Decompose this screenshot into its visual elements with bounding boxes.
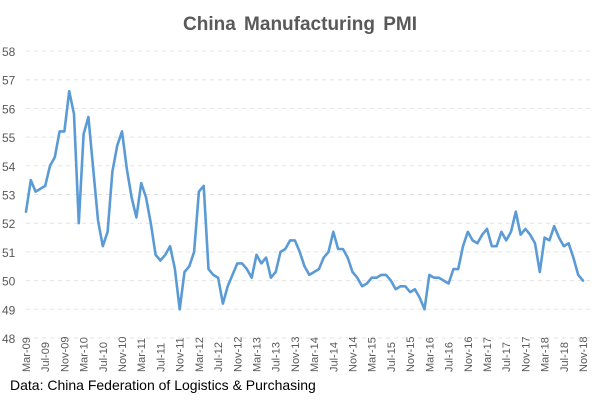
pmi-series-line	[24, 89, 585, 311]
x-tick-label: Jul-11	[155, 343, 167, 372]
y-tick-label: 58	[2, 45, 16, 59]
x-tick-label: Jul-09	[40, 342, 52, 372]
x-tick-label: Mar-10	[79, 337, 91, 372]
y-tick-label: 48	[2, 332, 16, 346]
x-tick-label: Jul-17	[501, 342, 513, 372]
x-tick-label: Mar-11	[136, 338, 148, 372]
y-tick-label: 54	[2, 160, 16, 174]
x-tick-label: Nov-14	[348, 337, 360, 372]
x-tick-label: Nov-15	[405, 337, 417, 372]
x-tick-label: Nov-16	[463, 337, 475, 372]
x-tick-label: Mar-09	[21, 337, 33, 372]
x-tick-label: Mar-18	[540, 337, 552, 372]
chart-title: China Manufacturing PMI	[183, 14, 417, 35]
x-tick-label: Nov-18	[578, 337, 590, 372]
x-tick-label: Jul-15	[386, 342, 398, 372]
x-tick-label: Jul-18	[559, 342, 571, 372]
x-tick-label: Mar-15	[367, 337, 379, 372]
x-tick-label: Nov-13	[290, 337, 302, 372]
y-tick-label: 53	[2, 189, 16, 203]
y-tick-label: 51	[2, 246, 16, 260]
x-tick-label: Nov-11	[175, 337, 187, 372]
x-tick-label: Nov-09	[59, 337, 71, 372]
x-tick-label: Jul-14	[328, 342, 340, 372]
y-tick-label: 52	[2, 217, 16, 231]
x-tick-label: Mar-14	[309, 337, 321, 372]
x-tick-label: Jul-12	[213, 342, 225, 372]
source-note: Data: China Federation of Logistics & Pu…	[10, 377, 316, 393]
x-tick-label: Nov-12	[232, 337, 244, 372]
y-tick-label: 50	[2, 275, 16, 289]
x-tick-label: Jul-10	[98, 342, 110, 372]
x-tick-label: Jul-13	[271, 342, 283, 372]
x-tick-label: Jul-16	[444, 342, 456, 372]
y-tick-label: 55	[2, 131, 16, 145]
y-tick-label: 57	[2, 74, 16, 88]
x-tick-label: Nov-17	[520, 337, 532, 372]
y-tick-label: 49	[2, 303, 16, 317]
x-tick-label: Nov-10	[117, 337, 129, 372]
x-tick-label: Mar-17	[482, 337, 494, 372]
x-tick-label: Mar-13	[251, 337, 263, 372]
x-tick-label: Mar-12	[194, 337, 206, 372]
y-tick-label: 56	[2, 102, 16, 116]
x-tick-label: Mar-16	[424, 337, 436, 372]
